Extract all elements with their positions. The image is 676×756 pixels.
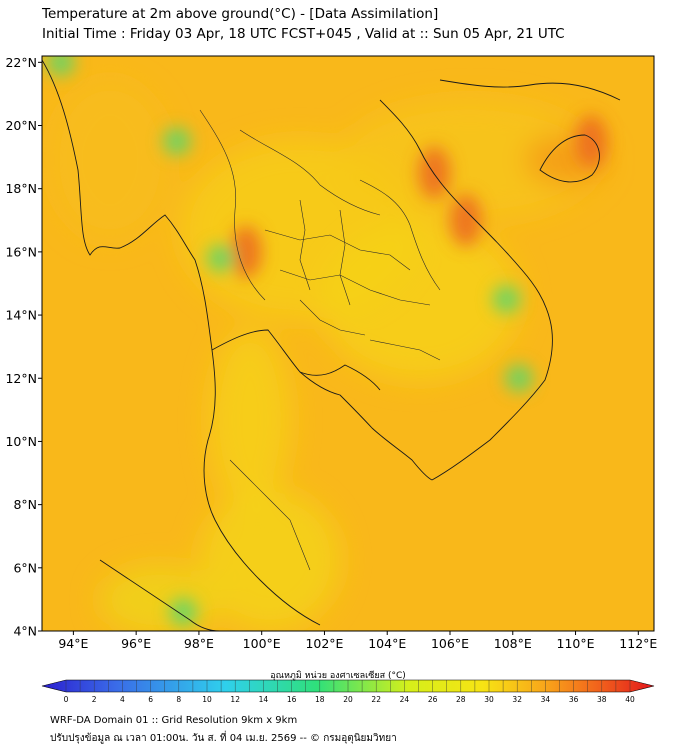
cool-spot [162, 127, 191, 156]
colorbar-tick-label: 18 [315, 695, 325, 704]
colorbar: 0 2 4 6 8 10 12 14 16 18 20 22 24 26 28 30 32 34 36 38 40 [41, 679, 655, 704]
colorbar-tick-label: 0 [64, 695, 69, 704]
hot-spot [449, 194, 482, 247]
cool-spot [46, 56, 75, 77]
colorbar-tick-label: 34 [541, 695, 551, 704]
lat-tick-label: 6°N [13, 560, 37, 575]
colorbar-tick-label: 28 [456, 695, 466, 704]
lat-tick-label: 4°N [13, 624, 37, 639]
lon-tick-label: 108°E [494, 636, 532, 651]
colorbar-tick-label: 20 [343, 695, 353, 704]
lat-tick-label: 10°N [5, 434, 37, 449]
colorbar-tick-label: 40 [625, 695, 635, 704]
temperature-field [42, 56, 654, 631]
colorbar-tick-label: 6 [148, 695, 153, 704]
map-frame [41, 55, 655, 632]
cool-spot [169, 598, 198, 627]
colorbar-tick-label: 36 [569, 695, 579, 704]
lon-tick-label: 112°E [619, 636, 657, 651]
colorbar-tick-label: 32 [512, 695, 522, 704]
province-borders [199, 109, 441, 571]
lon-tick-label: 96°E [121, 636, 151, 651]
colorbar-tick-label: 24 [400, 695, 410, 704]
lon-tick-label: 106°E [431, 636, 469, 651]
colorbar-tick-label: 38 [597, 695, 607, 704]
colorbar-tick-label: 4 [120, 695, 125, 704]
lat-tick-label: 12°N [5, 371, 37, 386]
lat-tick-label: 16°N [5, 244, 37, 259]
cool-spot [492, 285, 521, 314]
lat-tick-label: 18°N [5, 181, 37, 196]
map-title: Temperature at 2m above ground(°C) - [Da… [42, 6, 439, 22]
colorbar-tick-label: 2 [92, 695, 97, 704]
map-subtitle: Initial Time : Friday 03 Apr, 18 UTC FCS… [42, 26, 565, 42]
colorbar-tick-label: 12 [230, 695, 240, 704]
lat-tick-label: 8°N [13, 497, 37, 512]
hot-spot [575, 115, 608, 168]
colorbar-tick-label: 14 [259, 695, 269, 704]
footer-update-info: ปรับปรุงข้อมูล ณ เวลา 01:00น. วัน ส. ที่… [50, 733, 397, 744]
lon-tick-label: 94°E [58, 636, 88, 651]
hot-spot [230, 225, 262, 278]
colorbar-tick-label: 10 [202, 695, 212, 704]
map-axes: 94°E 96°E 98°E 100°E 102°E 104°E 106°E 108°E 110… [5, 55, 657, 651]
coastlines [42, 59, 621, 631]
footer-model-info: WRF-DA Domain 01 :: Grid Resolution 9km … [50, 715, 298, 726]
colorbar-label: อุณหภูมิ หน่วย องศาเซลเซียส (°C) [270, 671, 406, 681]
lon-tick-label: 102°E [305, 636, 343, 651]
cool-spot [505, 364, 534, 393]
lon-tick-label: 100°E [243, 636, 281, 651]
lon-tick-label: 98°E [184, 636, 214, 651]
cool-spot [206, 244, 235, 273]
lat-tick-label: 22°N [5, 55, 37, 70]
colorbar-tick-label: 30 [484, 695, 494, 704]
lat-tick-label: 20°N [5, 118, 37, 133]
colorbar-tick-label: 22 [371, 695, 381, 704]
lat-tick-label: 14°N [5, 308, 37, 323]
colorbar-tick-label: 8 [176, 695, 181, 704]
colorbar-tick-label: 26 [428, 695, 438, 704]
colorbar-tick-label: 16 [287, 695, 297, 704]
hot-spot [418, 146, 451, 199]
lon-tick-label: 104°E [368, 636, 406, 651]
lon-tick-label: 110°E [557, 636, 595, 651]
colorbar-ticks: 0 2 4 6 8 10 12 14 16 18 20 22 24 26 28 30 32 34 36 38 40 [64, 680, 635, 704]
